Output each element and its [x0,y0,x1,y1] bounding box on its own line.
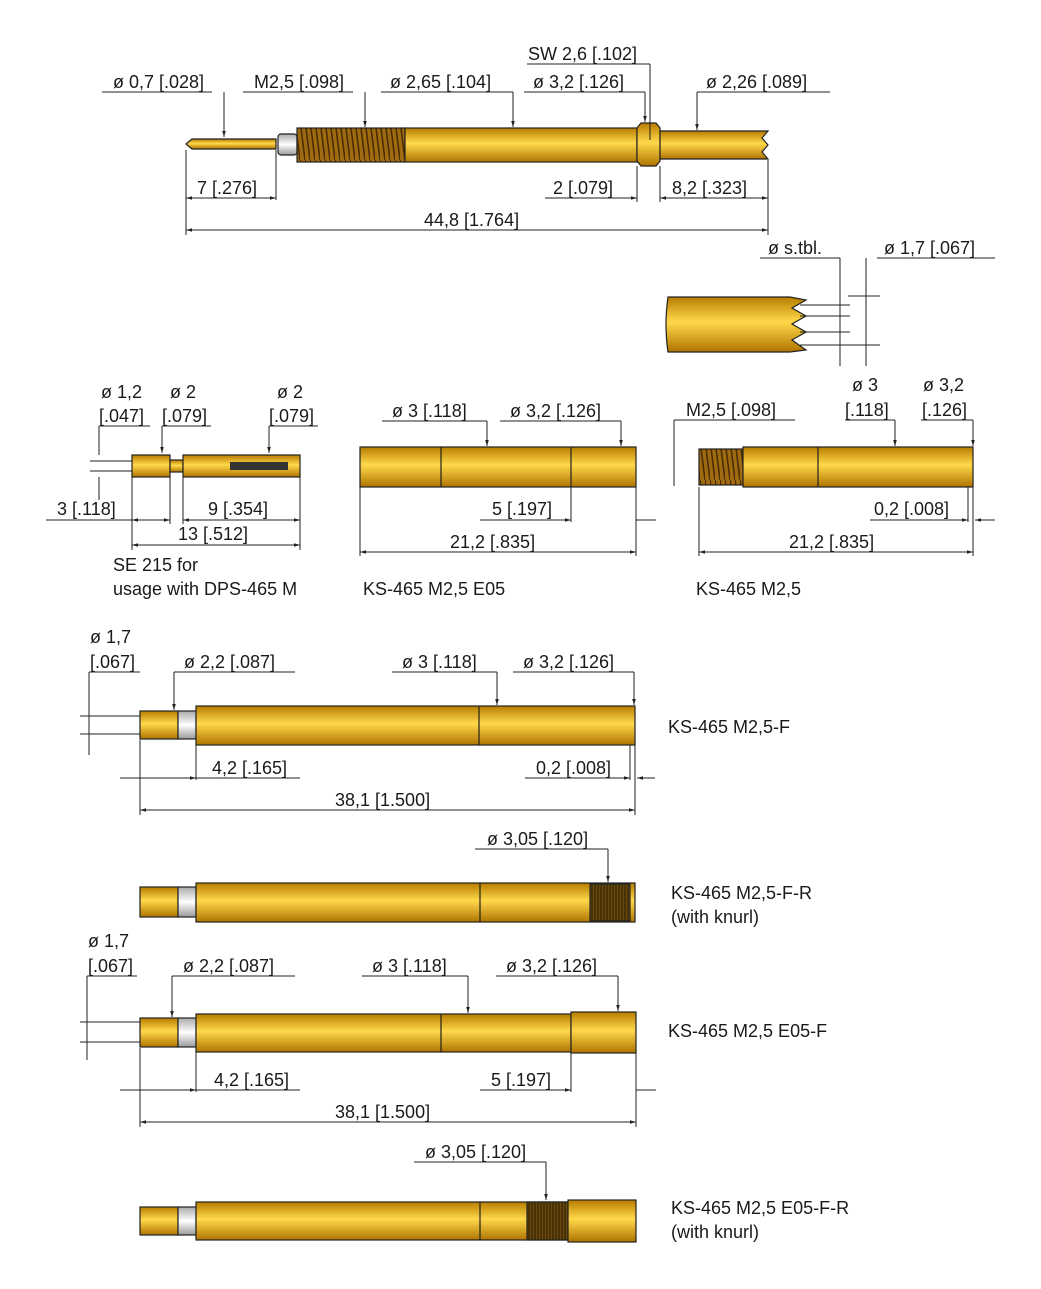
ks-f-d3-label: ø 3,2 [.126] [523,652,614,672]
ks-e05f-d3-label: ø 3,2 [.126] [506,956,597,976]
ks-e05-caption: KS-465 M2,5 E05 [363,579,505,599]
ks-m25-l1-label: 0,2 [.008] [874,499,949,519]
ks-e05f-d0-inch-label: [.067] [88,956,133,976]
crown-detail: ø s.tbl. ø 1,7 [.067] [665,238,995,366]
ks-e05f-l3-label: 38,1 [1.500] [335,1102,430,1122]
ks-e05f-d1-label: ø 2,2 [.087] [183,956,274,976]
ks-fr-caption-line1: KS-465 M2,5-F-R [671,883,812,903]
ks-fr-caption-line2: (with knurl) [671,907,759,927]
ks-e05-l1-label: 5 [.197] [492,499,552,519]
ks-fr-drawing: ø 3,05 [.120] KS-465 M2,5-F-R (with knur… [139,829,812,927]
tail-length-label: 8,2 [.323] [672,178,747,198]
se215-caption-line1: SE 215 for [113,555,198,575]
ks-e05f-d2-label: ø 3 [.118] [372,956,447,976]
ks-e05f-drawing: ø 1,7 [.067] ø 2,2 [.087] ø 3 [.118] ø 3… [80,931,827,1127]
ks-m25-d1-inch-label: [.118] [845,400,889,420]
se215-d1-label: ø 1,2 [101,382,142,402]
crown-diameter-label: ø 1,7 [.067] [884,238,975,258]
crown-diameter-tbl-label: ø s.tbl. [768,238,822,258]
ks-f-l3-label: 38,1 [1.500] [335,790,430,810]
barrel [404,127,638,163]
ks-m25-d2-inch-label: [.126] [922,400,967,420]
ks-e05-drawing: ø 3 [.118] ø 3,2 [.126] 5 [.197] 21,2 [.… [359,401,656,599]
barrel-diameter-label: ø 2,65 [.104] [390,72,491,92]
ks-m25-thread-label: M2,5 [.098] [686,400,776,420]
ks-fr-d1-label: ø 3,05 [.120] [487,829,588,849]
ks-f-d0-label: ø 1,7 [90,627,131,647]
se215-d1-inch-label: [.047] [99,406,144,426]
hex-size-label: SW 2,6 [.102] [528,44,637,64]
ks-e05-l2-label: 21,2 [.835] [450,532,535,552]
tail [659,130,770,160]
se215-l2-label: 9 [.354] [208,499,268,519]
ks-e05-d2-label: ø 3,2 [.126] [510,401,601,421]
collar-diameter-label: ø 3,2 [.126] [533,72,624,92]
se215-drawing: ø 1,2 [.047] ø 2 [.079] ø 2 [.079] 3 [.1… [46,382,318,599]
ks-f-d2-label: ø 3 [.118] [402,652,477,672]
se215-l3-label: 13 [.512] [178,524,248,544]
ks-e05fr-d1-label: ø 3,05 [.120] [425,1142,526,1162]
se215-d2-label: ø 2 [170,382,196,402]
se215-d3-inch-label: [.079] [269,406,314,426]
ks-e05f-caption: KS-465 M2,5 E05-F [668,1021,827,1041]
ks-m25-l2-label: 21,2 [.835] [789,532,874,552]
se215-d3-label: ø 2 [277,382,303,402]
plunger-tip [185,138,277,150]
ks-e05fr-caption-line2: (with knurl) [671,1222,759,1242]
ks-e05f-d0-label: ø 1,7 [88,931,129,951]
se215-d2-inch-label: [.079] [162,406,207,426]
ks-f-drawing: ø 1,7 [.067] ø 2,2 [.087] ø 3 [.118] ø 3… [80,627,790,815]
ks-f-l1-label: 4,2 [.165] [212,758,287,778]
thread-section [296,127,406,163]
ks-e05fr-caption-line1: KS-465 M2,5 E05-F-R [671,1198,849,1218]
ks-f-l2-label: 0,2 [.008] [536,758,611,778]
tip-length-label: 7 [.276] [197,178,257,198]
se215-l1-label: 3 [.118] [57,499,116,519]
ks-m25-d2-label: ø 3,2 [923,375,964,395]
hex-collar [636,122,661,167]
ks-m25-drawing: M2,5 [.098] ø 3 [.118] ø 3,2 [.126] 0,2 … [673,375,995,599]
se215-caption-line2: usage with DPS-465 M [113,579,297,599]
ks-e05f-l1-label: 4,2 [.165] [214,1070,289,1090]
ks-f-d0-inch-label: [.067] [90,652,135,672]
ks-e05f-l2-label: 5 [.197] [491,1070,551,1090]
tip-diameter-label: ø 0,7 [.028] [113,72,204,92]
thread-label: M2,5 [.098] [254,72,344,92]
collar-length-label: 2 [.079] [553,178,613,198]
ks-m25-d1-label: ø 3 [852,375,878,395]
probe-drawing: ø 0,7 [.028] M2,5 [.098] ø 2,65 [.104] S… [102,44,830,235]
ks-e05-d1-label: ø 3 [.118] [392,401,467,421]
ks-m25-caption: KS-465 M2,5 [696,579,801,599]
ks-e05fr-drawing: ø 3,05 [.120] KS-465 M2,5 E05-F-R (with … [139,1142,849,1243]
total-length-label: 44,8 [1.764] [424,210,519,230]
ks-f-caption: KS-465 M2,5-F [668,717,790,737]
ks-f-d1-label: ø 2,2 [.087] [184,652,275,672]
tail-diameter-label: ø 2,26 [.089] [706,72,807,92]
plunger-insulator [277,133,298,156]
